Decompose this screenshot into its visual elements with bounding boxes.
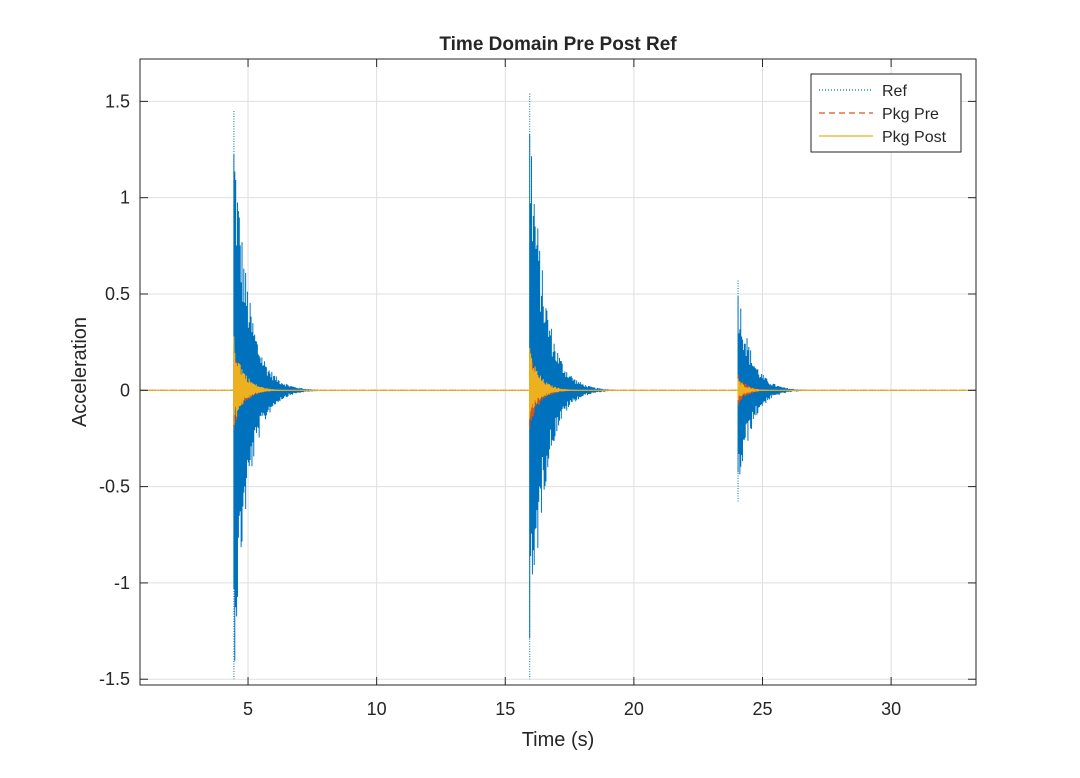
legend[interactable]: Ref Pkg Pre Pkg Post [810,73,962,153]
legend-label: Ref [882,83,907,100]
legend-item-pkg-post[interactable]: Pkg Post [819,129,947,146]
legend-label: Pkg Pre [882,106,939,123]
x-tick-label: 15 [495,699,515,719]
y-tick-label: -0.5 [99,477,130,497]
y-axis-label: Acceleration [69,317,91,427]
tick-marks [140,59,976,685]
legend-box [810,73,962,153]
legend-item-pkg-pre[interactable]: Pkg Pre [819,106,939,123]
y-tick-labels: -1.5 -1 -0.5 0 0.5 1 1.5 [99,91,130,689]
series-pkg-post [140,336,976,425]
axes-frame [139,58,977,686]
y-tick-label: 0 [120,380,130,400]
y-tick-label: -1.5 [99,669,130,689]
x-tick-label: 20 [624,699,644,719]
grid-lines [140,59,976,685]
y-tick-label: -1 [114,573,130,593]
legend-label: Pkg Post [882,129,947,146]
x-tick-label: 5 [243,699,253,719]
series-layer [140,93,976,680]
x-tick-label: 25 [752,699,772,719]
chart-title: Time Domain Pre Post Ref [439,34,677,55]
x-tick-label: 30 [881,699,901,719]
x-tick-labels: 5 10 15 20 25 30 [243,699,901,719]
legend-item-ref[interactable]: Ref [819,83,907,100]
x-axis-label: Time (s) [522,729,595,751]
y-tick-label: 1.5 [105,91,130,111]
y-tick-label: 1 [120,188,130,208]
y-tick-label: 0.5 [105,284,130,304]
x-tick-label: 10 [367,699,387,719]
axes-box [139,58,977,686]
